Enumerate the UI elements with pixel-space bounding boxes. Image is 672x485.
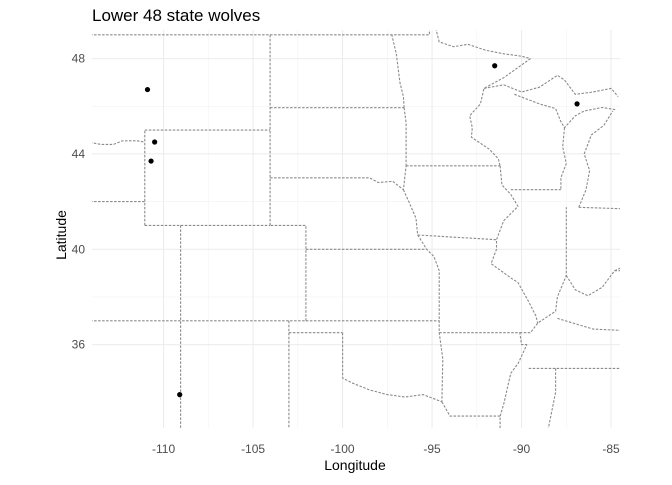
x-axis-label: Longitude [324, 457, 386, 473]
x-tick-label: -110 [152, 442, 175, 456]
state-border [92, 30, 531, 60]
state-border [514, 93, 617, 129]
x-tick-label: -90 [513, 442, 531, 456]
state-border [560, 127, 567, 190]
state-border [403, 107, 407, 166]
wolf-point [148, 158, 154, 164]
state-border [342, 332, 443, 403]
x-tick-label: -100 [331, 442, 355, 456]
state-border [547, 368, 557, 428]
wolf-point [492, 63, 498, 69]
axes: -110 -105 -100 -95 -90 -85 36 40 44 48 [72, 52, 620, 456]
state-border [92, 140, 145, 145]
wolf-point [574, 101, 580, 107]
y-tick-label: 48 [72, 52, 86, 66]
state-border [469, 58, 531, 166]
state-border [557, 317, 620, 331]
state-border [578, 110, 614, 208]
state-border [270, 224, 307, 321]
state-border [483, 74, 619, 98]
state-border [402, 189, 444, 402]
state-borders-map [92, 30, 620, 428]
state-border [417, 234, 497, 241]
x-tick-label: -105 [241, 442, 265, 456]
state-border [519, 207, 567, 334]
state-border [499, 344, 528, 417]
y-tick-label: 40 [72, 242, 86, 256]
x-tick-label: -85 [602, 442, 620, 456]
y-tick-label: 36 [72, 338, 86, 352]
wolf-point [144, 86, 151, 93]
wolf-point [177, 392, 183, 398]
grid [92, 30, 620, 428]
chart-title: Lower 48 state wolves [92, 6, 261, 25]
state-border [439, 332, 527, 346]
wolf-point [152, 139, 158, 145]
state-border [270, 165, 407, 191]
data-points [144, 63, 580, 398]
x-tick-label: -95 [423, 442, 441, 456]
y-axis-label: Latitude [53, 210, 69, 260]
y-tick-label: 44 [72, 147, 86, 161]
state-border [490, 165, 539, 324]
state-border [565, 270, 620, 297]
state-border [391, 34, 405, 108]
state-border [441, 401, 501, 428]
state-border [578, 206, 620, 210]
